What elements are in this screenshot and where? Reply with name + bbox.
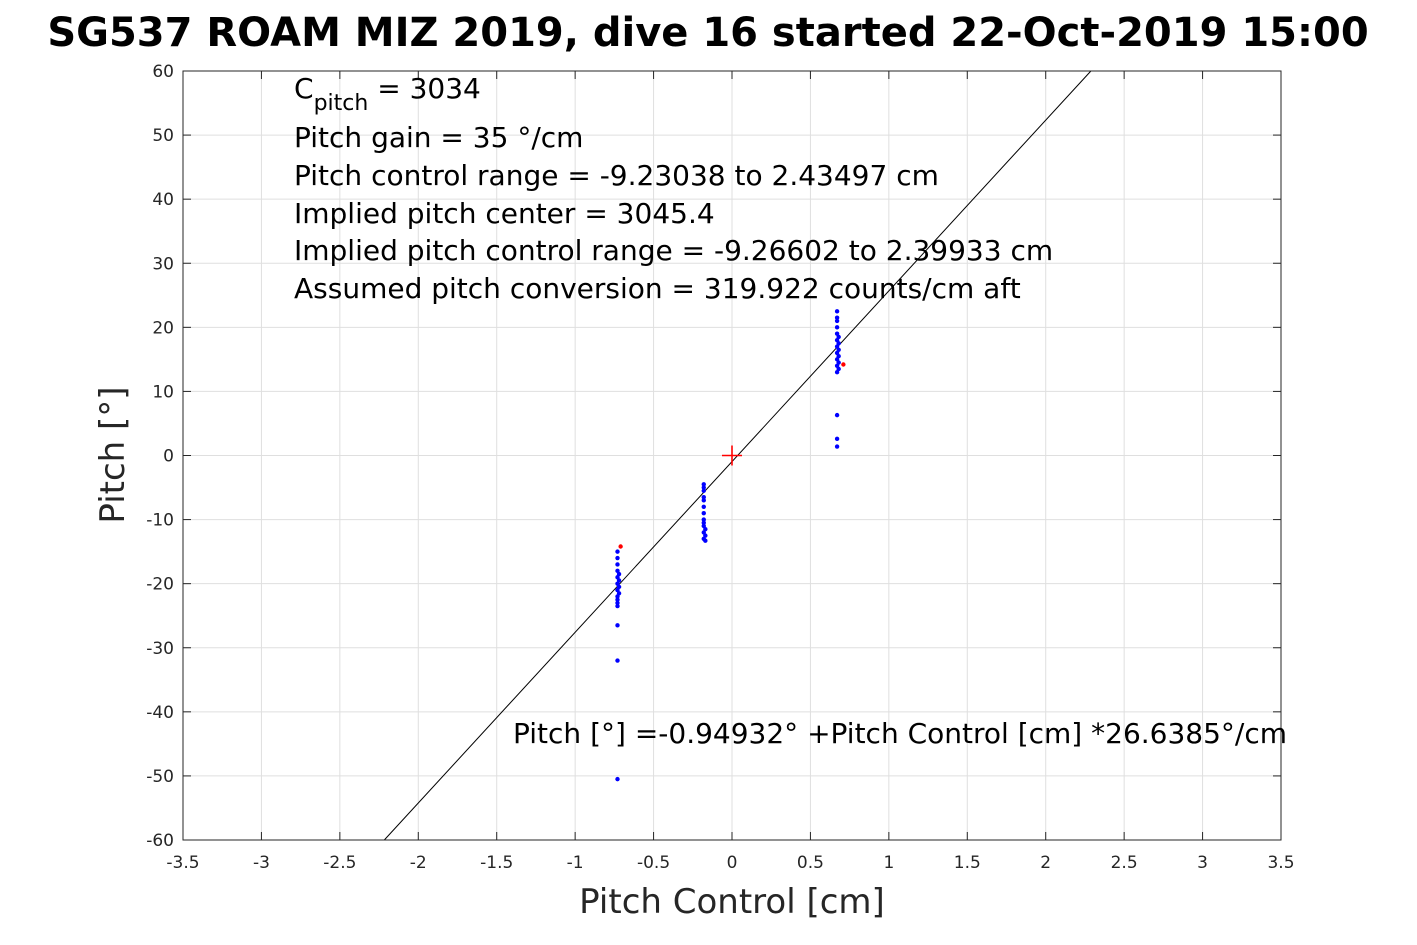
grid-lines bbox=[182, 70, 1282, 841]
y-tick-label: -30 bbox=[146, 639, 174, 659]
pitch-gain-annotation: Pitch gain = 35 °/cm bbox=[294, 121, 583, 154]
x-tick-label: 2 bbox=[1040, 853, 1051, 873]
y-tick-label: 10 bbox=[152, 382, 174, 402]
data-point bbox=[701, 482, 706, 487]
chart-title: SG537 ROAM MIZ 2019, dive 16 started 22-… bbox=[47, 10, 1368, 56]
data-point bbox=[834, 436, 840, 442]
data-point bbox=[615, 597, 620, 602]
data-point bbox=[615, 776, 620, 782]
c-pitch-value: = 3034 bbox=[368, 72, 481, 105]
data-point bbox=[834, 315, 840, 320]
data-point bbox=[615, 549, 620, 554]
y-tick-label: 50 bbox=[152, 126, 174, 146]
c-pitch-annotation: Cpitch = 3034 bbox=[294, 72, 481, 116]
data-point bbox=[701, 520, 706, 525]
data-point bbox=[841, 362, 846, 367]
y-tick-label: -60 bbox=[146, 831, 174, 851]
x-tick-label: -2 bbox=[410, 853, 427, 873]
data-point bbox=[701, 517, 706, 522]
axis-ticks: -3.5 -3 -2.5 -2 -1.5 -1 -0.5 0 0.5 1 1.5 2 2.5 3 3.5 -6… bbox=[146, 62, 1294, 873]
x-tick-label: 2.5 bbox=[1111, 853, 1138, 873]
x-tick-label: -3.5 bbox=[166, 853, 199, 873]
data-point bbox=[834, 412, 840, 418]
data-point bbox=[834, 444, 840, 449]
data-point bbox=[615, 600, 620, 606]
data-point bbox=[834, 369, 840, 375]
y-tick-label: 60 bbox=[152, 62, 174, 82]
y-tick-label: 0 bbox=[163, 447, 174, 467]
x-tick-label: -1.5 bbox=[480, 853, 513, 873]
x-axis-label: Pitch Control [cm] bbox=[579, 882, 885, 922]
y-tick-label: -50 bbox=[146, 767, 174, 787]
data-point bbox=[834, 309, 840, 314]
data-point bbox=[701, 494, 706, 500]
fit-equation-annotation: Pitch [°] =-0.94932° +Pitch Control [cm]… bbox=[513, 717, 1287, 750]
data-point bbox=[834, 318, 840, 324]
x-tick-label: 3 bbox=[1197, 853, 1208, 873]
data-point bbox=[701, 488, 706, 493]
data-point bbox=[701, 498, 706, 503]
data-point bbox=[615, 658, 620, 663]
x-tick-label: -0.5 bbox=[637, 853, 670, 873]
implied-range-annotation: Implied pitch control range = -9.26602 t… bbox=[294, 234, 1053, 267]
data-point bbox=[701, 510, 706, 516]
data-point bbox=[703, 538, 708, 543]
data-point bbox=[701, 485, 706, 490]
data-point bbox=[615, 594, 620, 599]
x-tick-label: 3.5 bbox=[1267, 853, 1294, 873]
c-pitch-subscript: pitch bbox=[314, 91, 369, 116]
y-tick-label: -10 bbox=[146, 511, 174, 531]
pitch-control-range-annotation: Pitch control range = -9.23038 to 2.4349… bbox=[294, 159, 939, 192]
y-tick-label: 30 bbox=[152, 254, 174, 274]
data-point bbox=[834, 325, 840, 330]
center-marker-layer bbox=[722, 445, 742, 466]
x-tick-label: -3 bbox=[253, 853, 270, 873]
c-pitch-main: C bbox=[294, 72, 314, 105]
x-tick-label: -2.5 bbox=[323, 853, 356, 873]
y-tick-label: 40 bbox=[152, 190, 174, 210]
y-tick-label: -40 bbox=[146, 703, 174, 723]
x-tick-label: -1 bbox=[567, 853, 584, 873]
data-point bbox=[615, 623, 620, 628]
data-points bbox=[615, 309, 846, 782]
y-axis-label: Pitch [°] bbox=[93, 386, 133, 523]
x-tick-label: 0 bbox=[727, 853, 738, 873]
y-tick-label: -20 bbox=[146, 575, 174, 595]
data-point bbox=[701, 504, 706, 509]
data-point bbox=[615, 555, 620, 561]
x-tick-label: 0.5 bbox=[797, 853, 824, 873]
data-point bbox=[615, 603, 620, 609]
x-tick-label: 1 bbox=[883, 853, 894, 873]
pitch-conversion-annotation: Assumed pitch conversion = 319.922 count… bbox=[294, 272, 1021, 305]
y-tick-label: 20 bbox=[152, 318, 174, 338]
x-tick-label: 1.5 bbox=[954, 853, 981, 873]
implied-center-annotation: Implied pitch center = 3045.4 bbox=[294, 197, 715, 230]
data-point bbox=[615, 562, 620, 567]
data-point bbox=[618, 544, 623, 549]
